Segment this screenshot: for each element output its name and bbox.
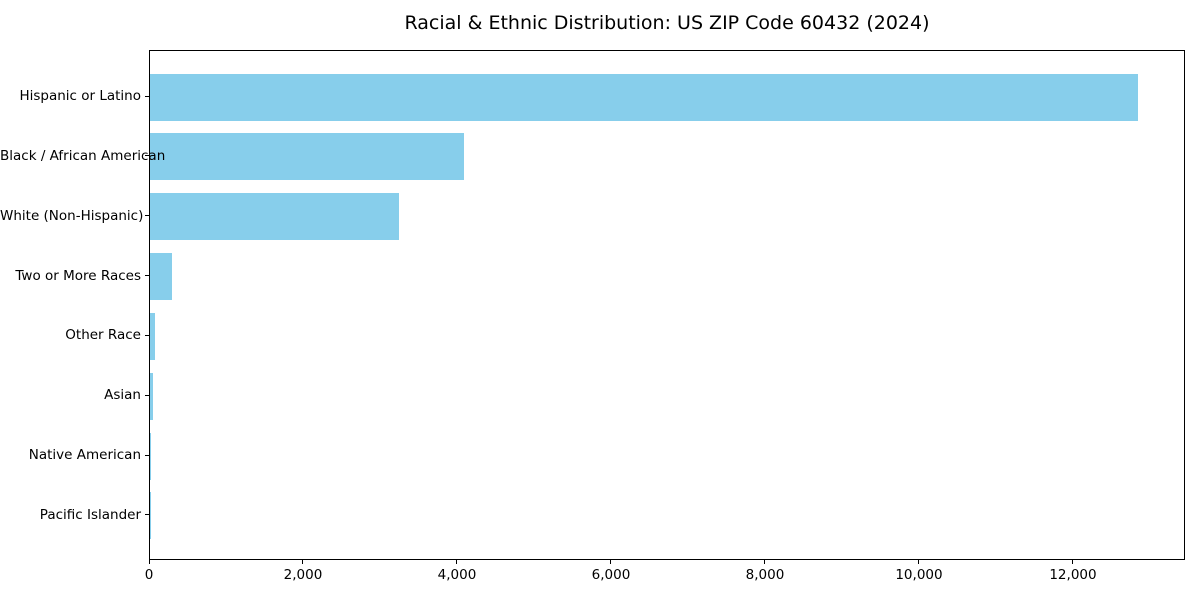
ytick-mark — [145, 334, 149, 336]
bar-two-or-more-races — [150, 253, 172, 301]
ytick-mark — [145, 155, 149, 157]
xtick-mark — [1072, 560, 1074, 564]
bar-native-american — [150, 432, 151, 480]
ytick-mark — [145, 514, 149, 516]
xtick-mark — [764, 560, 766, 564]
ytick-label-hispanic-or-latino: Hispanic or Latino — [19, 88, 141, 104]
ytick-mark — [145, 275, 149, 277]
ytick-label-black-african-american: Black / African American — [0, 147, 166, 164]
xtick-mark — [456, 560, 458, 564]
bar-white-non-hispanic — [150, 193, 399, 241]
xtick-label-2000: 2,000 — [283, 567, 323, 583]
ytick-label-two-or-more-races: Two or More Races — [15, 267, 141, 284]
xtick-label-6000: 6,000 — [591, 567, 631, 583]
xtick-mark — [610, 560, 612, 564]
bar-hispanic-or-latino — [150, 73, 1138, 121]
ytick-label-native-american: Native American — [28, 447, 141, 464]
ytick-label-pacific-islander: Pacific Islander — [39, 506, 141, 523]
xtick-label-10000: 10,000 — [895, 567, 943, 583]
ytick-mark — [145, 454, 149, 456]
xtick-label-8000: 8,000 — [745, 567, 785, 583]
xtick-label-12000: 12,000 — [1049, 567, 1097, 583]
ytick-label-other-race: Other Race — [65, 327, 141, 344]
chart-title: Racial & Ethnic Distribution: US ZIP Cod… — [404, 12, 930, 34]
ytick-label-white-non-hispanic: White (Non-Hispanic) — [0, 207, 144, 224]
ytick-label-asian: Asian — [104, 387, 141, 404]
ytick-mark — [145, 394, 149, 396]
xtick-label-0: 0 — [144, 567, 154, 583]
xtick-mark — [302, 560, 304, 564]
xtick-mark — [918, 560, 920, 564]
bar-black-african-american — [150, 133, 465, 181]
xtick-label-4000: 4,000 — [437, 567, 477, 583]
ytick-mark — [145, 95, 149, 97]
bar-asian — [150, 372, 154, 420]
bar-other-race — [150, 312, 155, 360]
ytick-mark — [145, 215, 149, 217]
xtick-mark — [148, 560, 150, 564]
plot-area — [149, 50, 1185, 560]
